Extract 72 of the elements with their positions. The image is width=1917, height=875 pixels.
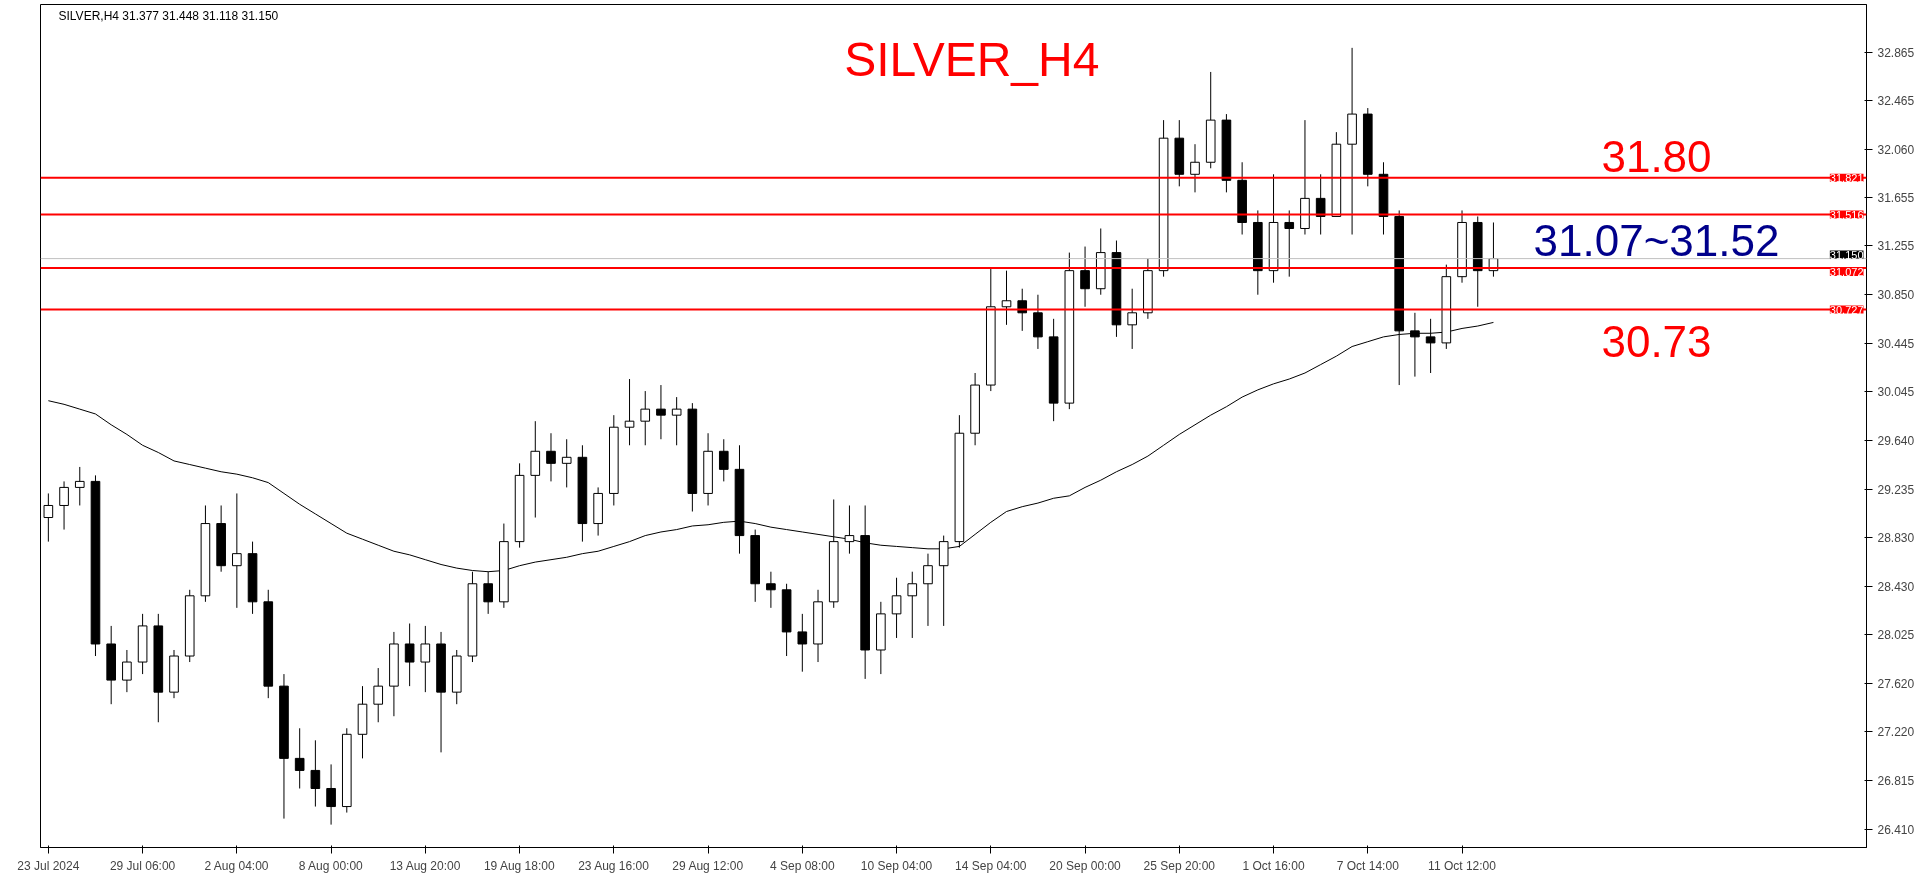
- candlestick: [656, 384, 666, 440]
- candlestick: [1001, 270, 1012, 326]
- text: SILVER_H4: [844, 32, 1100, 86]
- y-tick-label: 28.025: [1877, 628, 1915, 643]
- y-tick-label: 28.430: [1877, 579, 1915, 594]
- x-tick-label: 11 Oct 12:00: [1428, 858, 1497, 873]
- ref-line-label: 31.072: [1829, 266, 1864, 278]
- x-tick-label: 8 Aug 00:00: [298, 858, 364, 873]
- x-tick-label: 23 Jul 2024: [17, 858, 80, 873]
- x-tick-label: 14 Sep 04:00: [955, 858, 1027, 873]
- candlestick: [797, 613, 808, 673]
- y-tick-label: 30.445: [1877, 337, 1915, 352]
- y-tick-label: 27.620: [1877, 677, 1915, 692]
- y-tick-label: 30.045: [1877, 385, 1915, 400]
- x-tick-label: 25 Sep 20:00: [1143, 858, 1216, 873]
- y-tick-label: 26.815: [1877, 774, 1915, 789]
- candlestick: [907, 571, 918, 639]
- candlestick: [766, 571, 776, 609]
- candlestick: [122, 649, 132, 693]
- candlestick: [1284, 209, 1295, 278]
- y-tick-label: 32.465: [1877, 93, 1915, 108]
- x-tick-label: 4 Sep 08:00: [769, 858, 835, 873]
- candlestick: [59, 480, 69, 531]
- x-tick-label: 13 Aug 20:00: [389, 858, 461, 873]
- text: 31.07~31.52: [1533, 216, 1780, 266]
- y-tick-label: 30.850: [1877, 288, 1915, 303]
- candlestick: [844, 504, 855, 555]
- candlestick: [43, 492, 54, 543]
- candlestick: [923, 553, 933, 627]
- y-tick-label: 31.255: [1877, 239, 1915, 254]
- text: 30.73: [1601, 317, 1712, 367]
- text: 31.80: [1601, 131, 1712, 181]
- candlestick: [1127, 288, 1137, 350]
- candlestick: [546, 432, 556, 482]
- ref-line-label: 30.727: [1829, 303, 1864, 316]
- annotation: SILVER,H4 31.377 31.448 31.118 31.150: [58, 8, 279, 23]
- candlestick: [373, 667, 384, 723]
- candlestick: [326, 763, 336, 826]
- candlestick: [891, 577, 902, 639]
- ref-line-label: 31.150: [1829, 248, 1864, 261]
- x-tick-label: 23 Aug 16:00: [578, 858, 650, 873]
- ref-line-label: 31.821: [1829, 171, 1864, 184]
- y-tick-label: 27.220: [1877, 725, 1915, 740]
- y-tick-label: 26.410: [1877, 822, 1915, 837]
- candlestick: [1190, 143, 1200, 193]
- y-tick-label: 32.865: [1877, 45, 1915, 60]
- x-tick-label: 2 Aug 04:00: [204, 858, 269, 873]
- x-tick-label: 20 Sep 00:00: [1049, 858, 1122, 873]
- x-tick-label: 19 Aug 18:00: [483, 858, 555, 873]
- candlestick: [232, 492, 242, 609]
- x-tick-label: 29 Aug 12:00: [672, 858, 744, 873]
- candlestick: [561, 438, 572, 488]
- ref-line-label: 31.516: [1829, 208, 1864, 221]
- candlestick: [624, 378, 635, 446]
- y-tick-label: 32.060: [1877, 142, 1915, 157]
- candlestick: [640, 390, 651, 446]
- candlestick: [718, 438, 729, 482]
- y-tick-label: 28.830: [1877, 531, 1915, 546]
- candlestick: [294, 727, 305, 789]
- x-tick-label: 10 Sep 04:00: [860, 858, 933, 873]
- x-tick-label: 7 Oct 14:00: [1336, 858, 1400, 873]
- candlestick: [671, 396, 682, 446]
- candlestick: [404, 623, 415, 687]
- y-tick-label: 29.640: [1877, 433, 1915, 448]
- candlestick: [420, 625, 431, 693]
- candlestick: [1080, 246, 1090, 308]
- x-tick-label: 1 Oct 16:00: [1242, 858, 1305, 873]
- y-tick-label: 31.655: [1877, 191, 1915, 206]
- y-tick-label: 29.235: [1877, 482, 1915, 497]
- candlestick: [74, 466, 85, 506]
- candlestick: [310, 739, 321, 808]
- x-tick-label: 29 Jul 06:00: [109, 858, 176, 873]
